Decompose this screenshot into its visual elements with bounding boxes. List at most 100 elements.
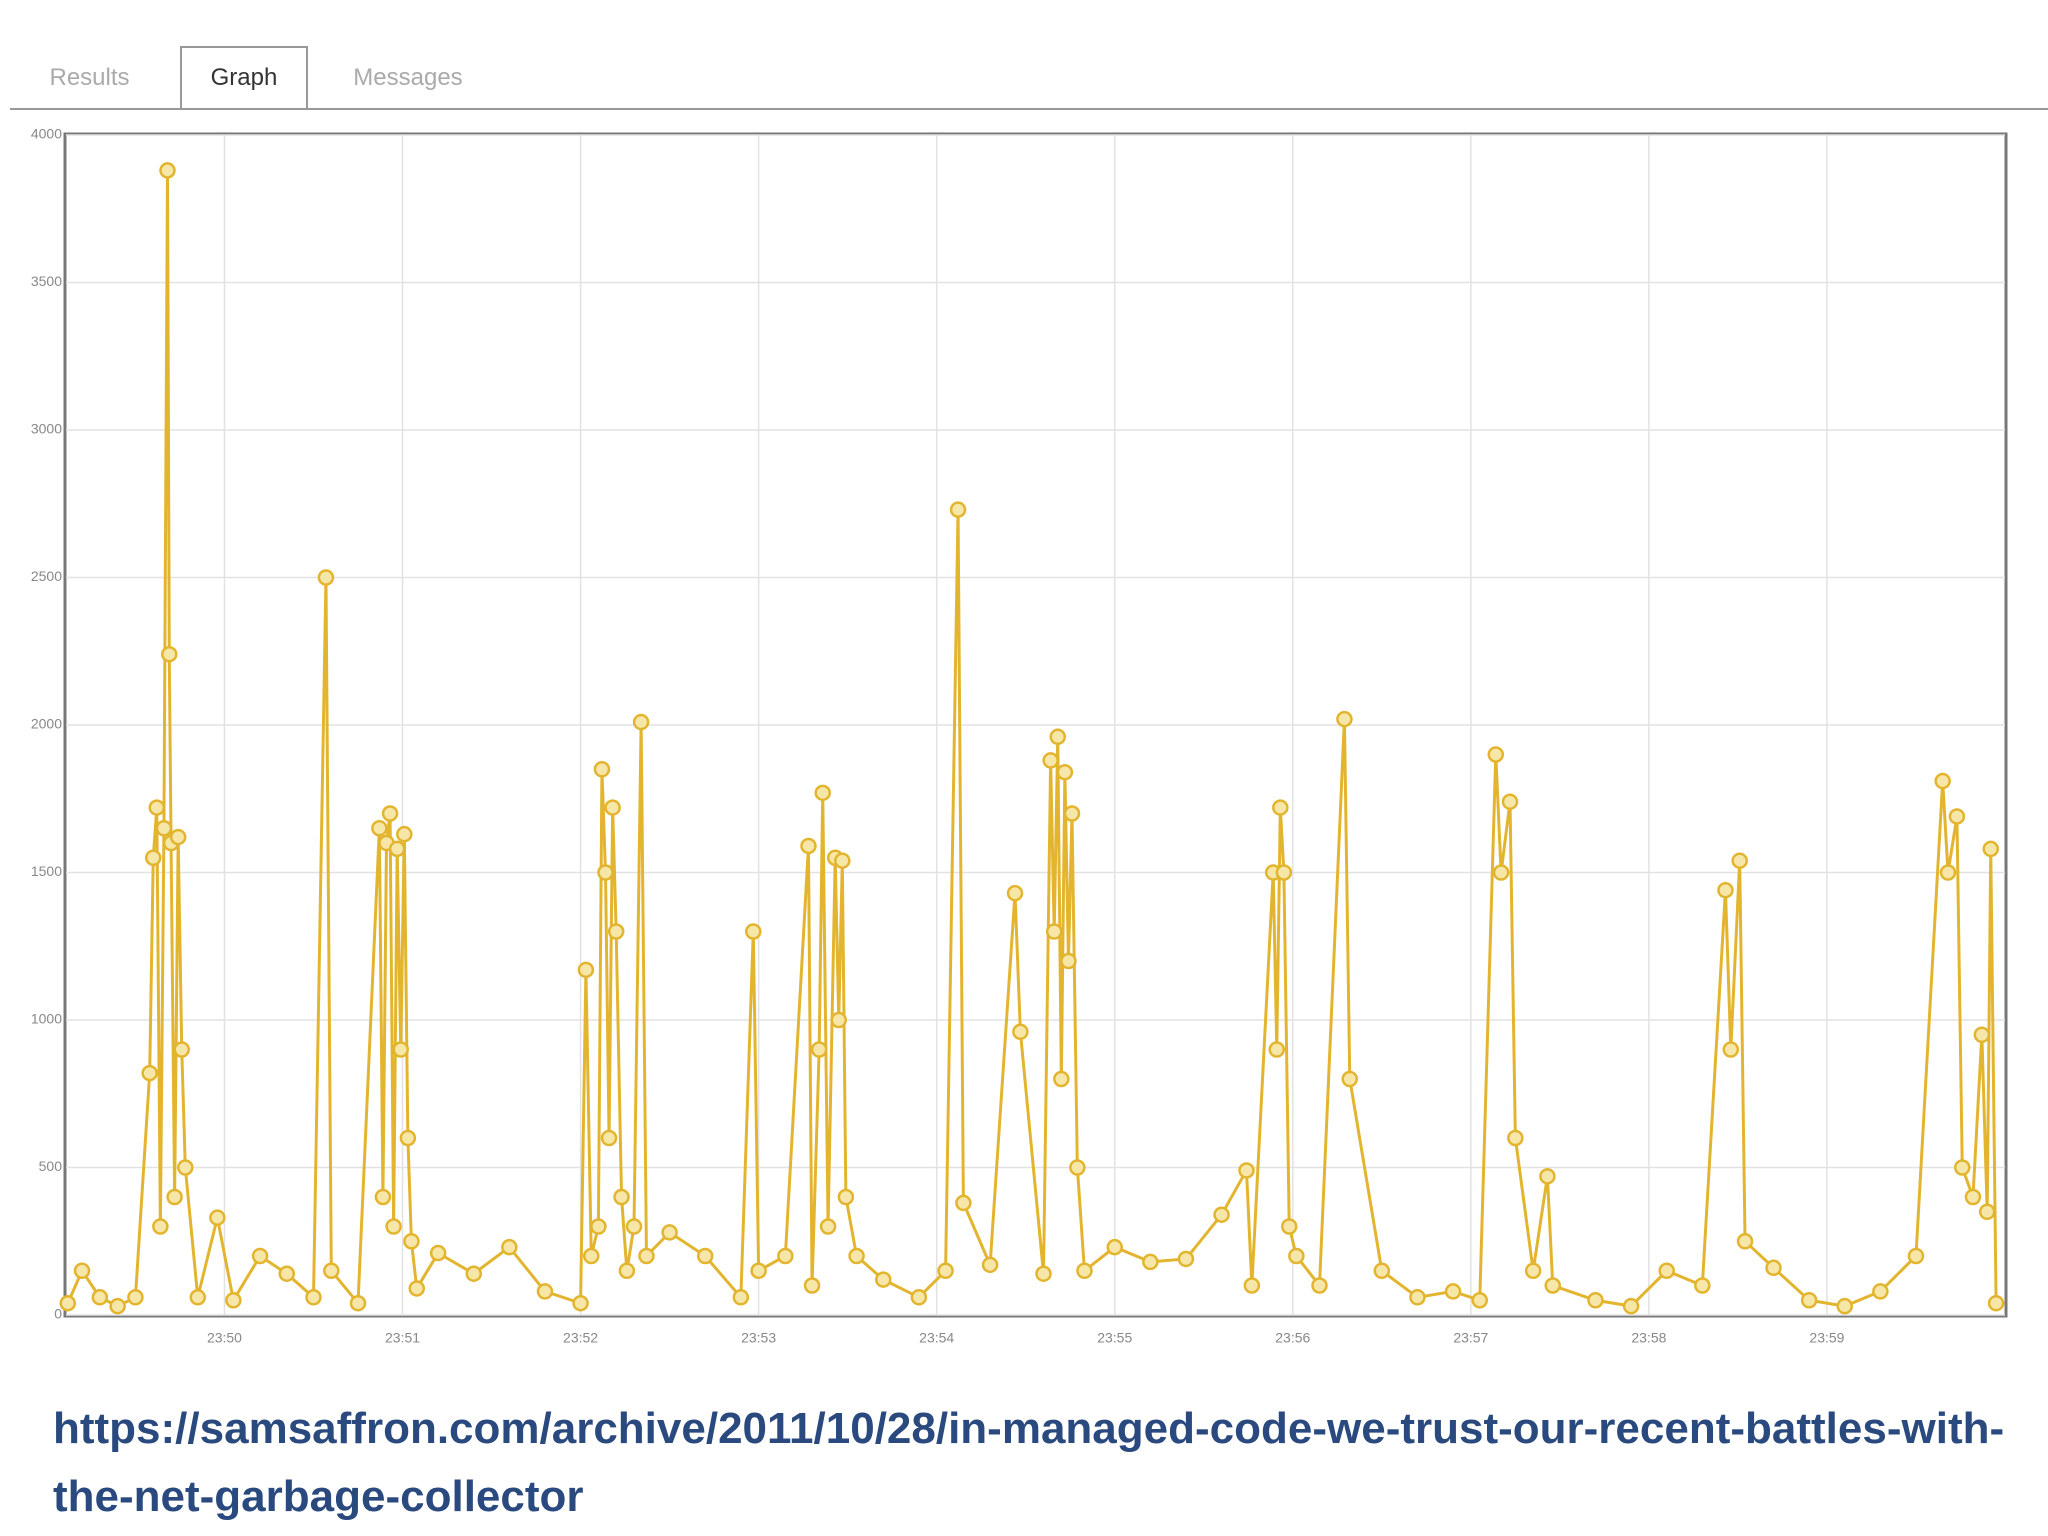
tab-divider (10, 108, 2048, 110)
data-point (152, 1218, 169, 1235)
x-tick-label: 23:58 (1631, 1330, 1666, 1346)
x-tick-label: 23:59 (1809, 1330, 1844, 1346)
data-point (819, 1218, 837, 1235)
data-point (127, 1289, 144, 1306)
data-point (572, 1294, 589, 1312)
data-point (1006, 884, 1024, 902)
data-point (1954, 1159, 1971, 1176)
data-point (144, 849, 162, 866)
y-tick-label: 0 (54, 1306, 62, 1322)
data-point (1973, 1026, 1991, 1043)
data-point (837, 1188, 855, 1206)
y-tick-label: 500 (39, 1158, 63, 1174)
data-point (1060, 952, 1077, 970)
data-point (661, 1224, 678, 1241)
data-point (1800, 1292, 1818, 1309)
data-point (814, 784, 831, 802)
data-point (638, 1247, 655, 1265)
data-point (593, 761, 611, 778)
data-point (981, 1256, 999, 1274)
data-point (810, 1041, 828, 1058)
data-point (169, 828, 187, 846)
data-point (177, 1159, 194, 1176)
data-point (396, 825, 413, 843)
data-point (173, 1041, 190, 1058)
data-point (1622, 1297, 1640, 1315)
data-point (1069, 1159, 1086, 1176)
data-point (1722, 1041, 1740, 1058)
caption-link: https://samsaffron.com/archive/2011/10/2… (53, 1404, 2005, 1521)
data-point (465, 1265, 482, 1282)
data-point (750, 1262, 767, 1279)
data-point (1872, 1283, 1889, 1300)
data-point (161, 645, 178, 663)
data-point (1272, 799, 1289, 816)
y-tick-label: 4000 (31, 126, 62, 142)
data-point (1063, 805, 1081, 822)
data-point (1268, 1041, 1286, 1058)
tab-active[interactable]: Graph (180, 46, 308, 110)
x-tick-label: 23:54 (919, 1330, 954, 1346)
y-tick-label: 3500 (31, 273, 62, 289)
data-point (583, 1247, 600, 1265)
data-point (317, 569, 335, 586)
data-point (305, 1289, 322, 1306)
data-point (159, 162, 176, 179)
data-point (1288, 1247, 1305, 1265)
data-point (607, 923, 625, 940)
y-tick-label: 2000 (31, 716, 62, 732)
data-point (1042, 752, 1059, 769)
data-point (1544, 1277, 1561, 1294)
data-point (73, 1262, 91, 1279)
data-point (1243, 1277, 1261, 1294)
data-point (109, 1297, 126, 1315)
data-point (834, 852, 851, 869)
data-point (625, 1218, 643, 1235)
x-tick-label: 23:56 (1275, 1330, 1310, 1346)
tab-bar: Results Graph Messages (0, 0, 2048, 112)
data-point (1409, 1289, 1426, 1306)
data-point (251, 1247, 269, 1265)
data-point (399, 1129, 417, 1147)
chart: 0 500 1000 1500 2000 2500 3000 3500 4000 23:50 23:… (31, 126, 2008, 1346)
data-point (1836, 1297, 1854, 1315)
data-point (949, 501, 967, 518)
x-tick-label: 23:57 (1453, 1330, 1488, 1346)
data-point (1280, 1218, 1298, 1235)
tab[interactable]: Messages (353, 64, 463, 91)
data-point (323, 1262, 340, 1279)
data-point (1987, 1294, 2005, 1312)
data-point (385, 1218, 402, 1235)
data-point (1939, 864, 1957, 881)
data-point (209, 1209, 226, 1226)
data-point (1177, 1250, 1195, 1268)
data-point (91, 1289, 109, 1306)
x-tick-label: 23:52 (563, 1330, 598, 1346)
data-point (1487, 746, 1505, 763)
data-point (1373, 1262, 1391, 1279)
data-point (381, 805, 399, 822)
x-tick-label: 23:55 (1097, 1330, 1132, 1346)
y-tick-label: 1000 (31, 1011, 62, 1027)
data-point (910, 1289, 928, 1306)
tab[interactable]: Results (49, 64, 130, 91)
data-point (1658, 1262, 1675, 1279)
data-point (1012, 1023, 1029, 1041)
data-point (388, 840, 406, 858)
data-point (1765, 1259, 1782, 1277)
x-tick-label: 23:51 (385, 1330, 420, 1346)
data-point (148, 799, 166, 816)
data-point (1492, 864, 1510, 881)
data-point (613, 1188, 630, 1206)
data-point (1035, 1265, 1052, 1282)
data-point (875, 1271, 892, 1288)
data-point (371, 820, 388, 837)
data-point (392, 1041, 409, 1058)
data-point (618, 1262, 636, 1279)
y-tick-label: 3000 (31, 421, 62, 437)
data-point (1076, 1262, 1093, 1279)
data-point (166, 1188, 183, 1206)
data-point (1471, 1292, 1488, 1309)
data-point (403, 1233, 420, 1250)
data-point (1736, 1233, 1754, 1250)
